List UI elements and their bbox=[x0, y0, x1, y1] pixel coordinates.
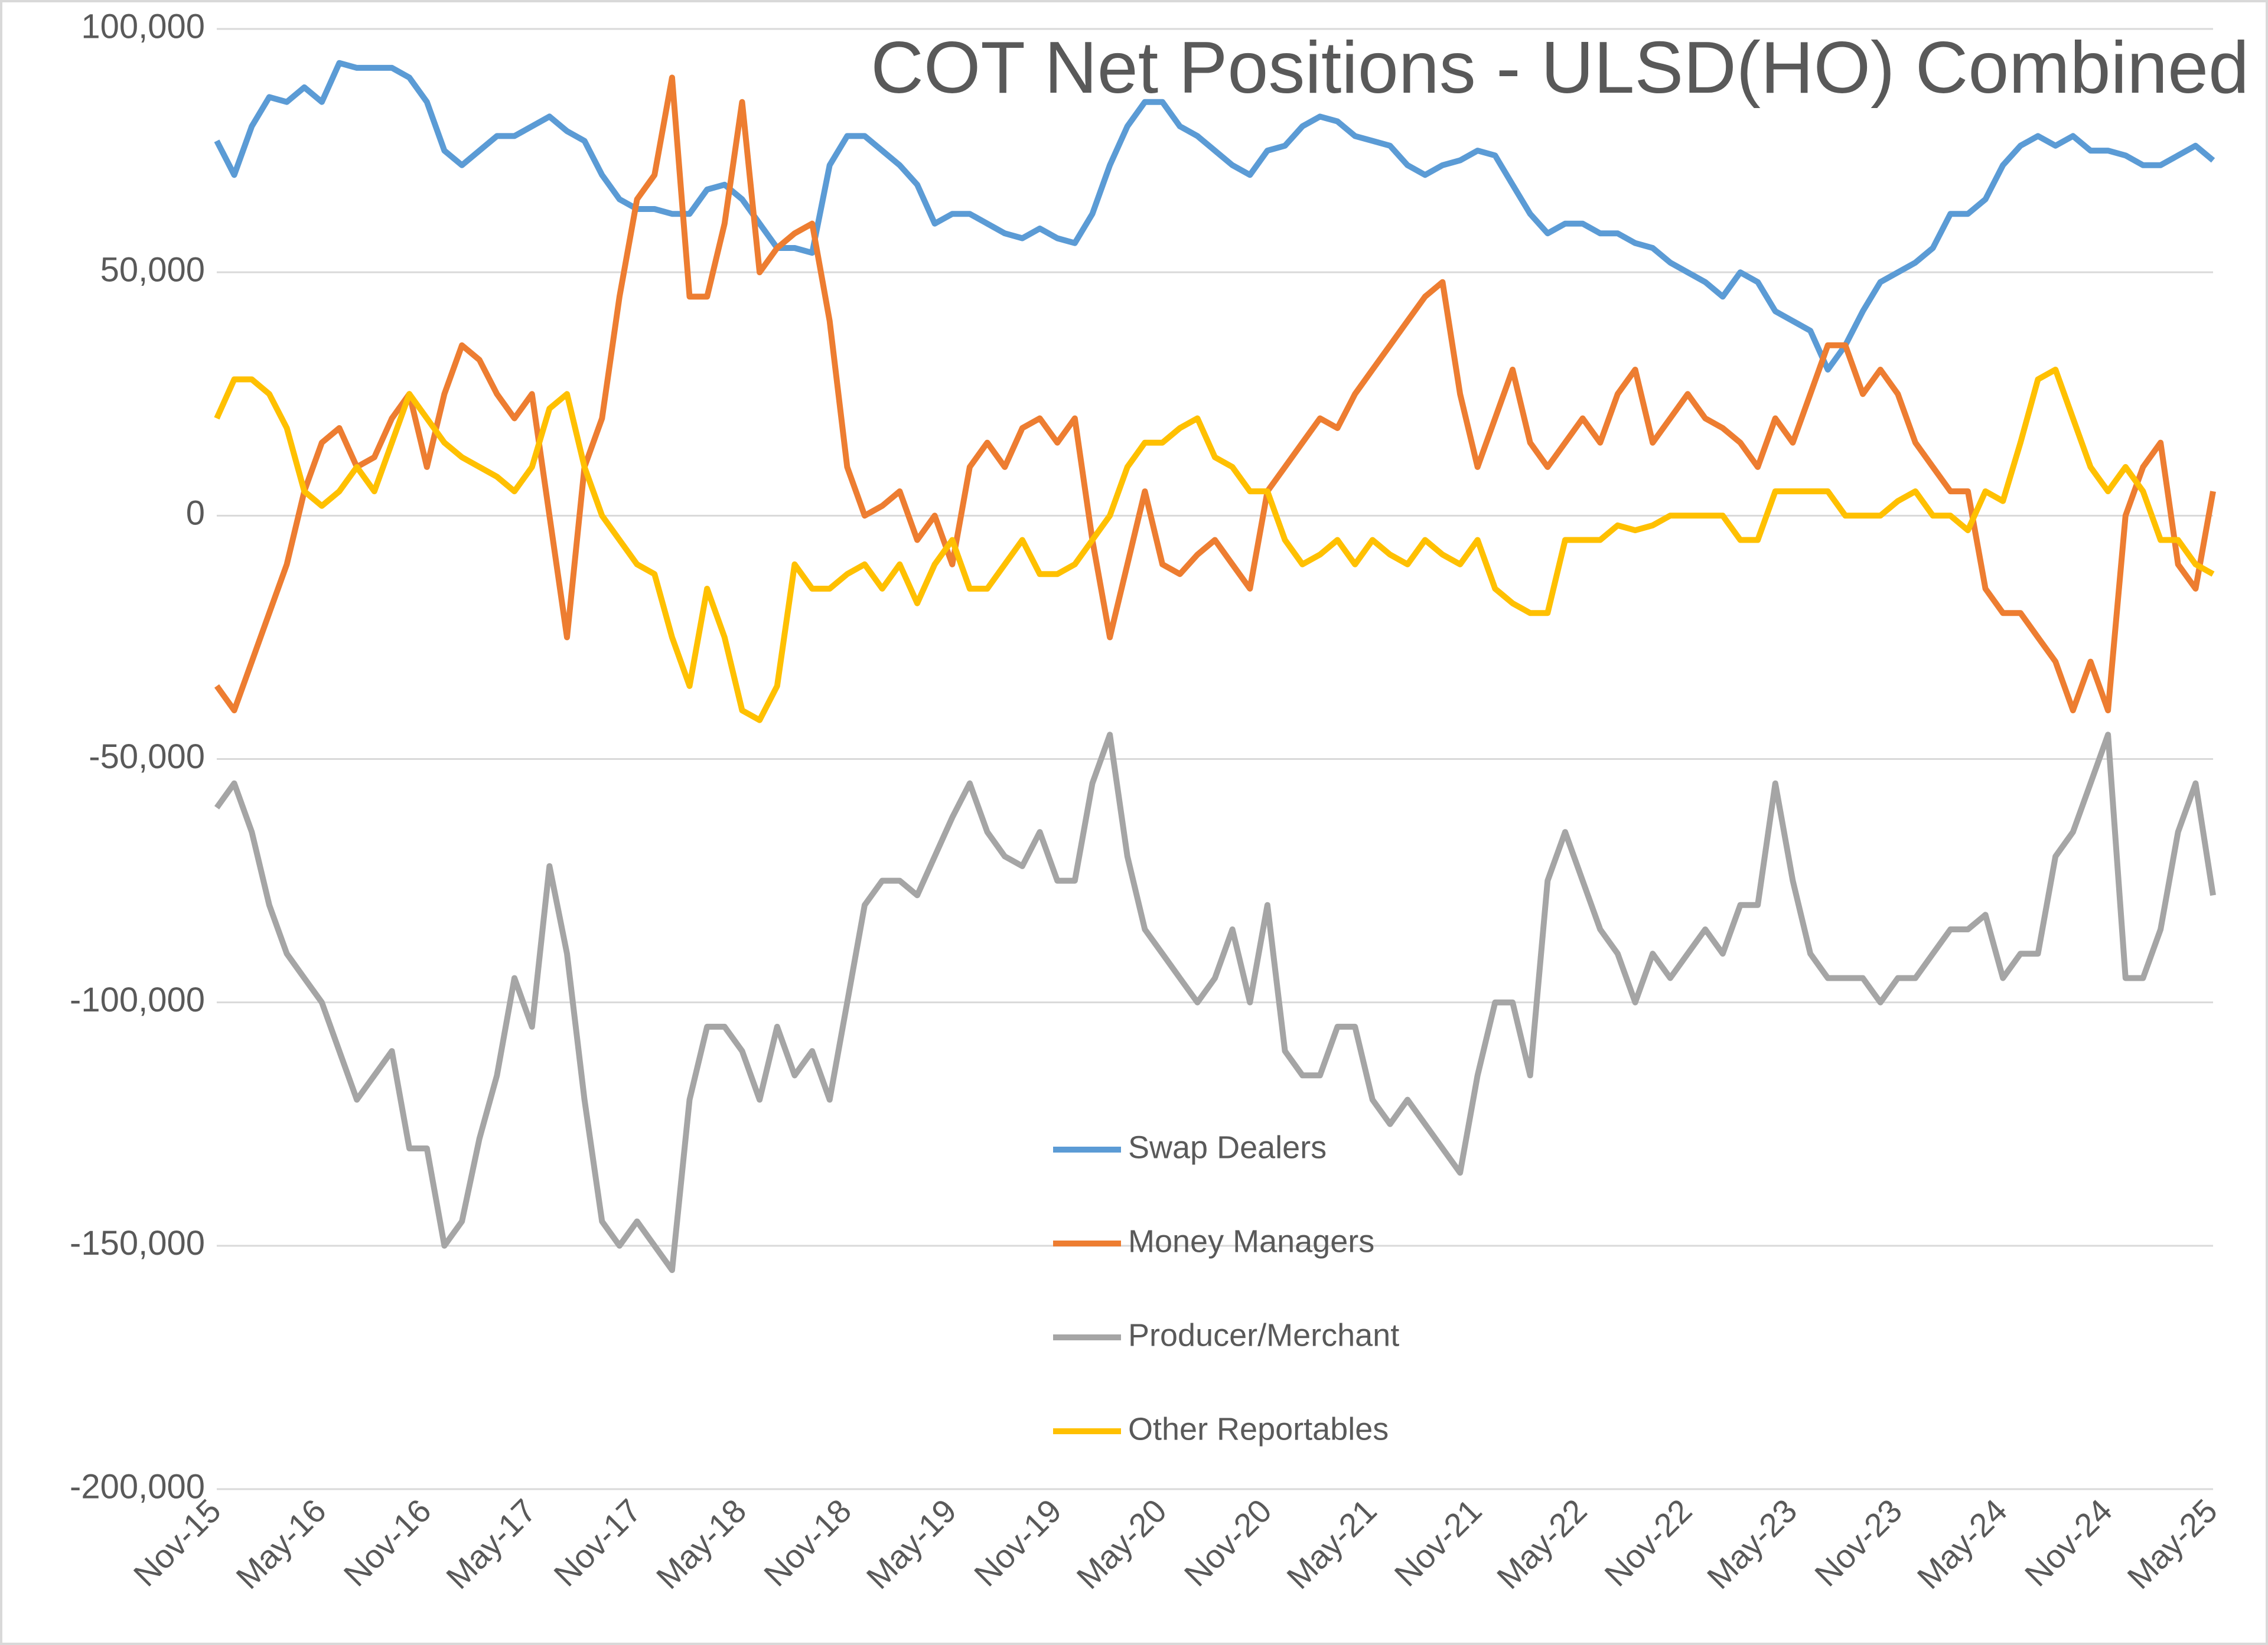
chart-title: COT Net Positions - ULSD(HO) Combined bbox=[871, 27, 2249, 109]
y-tick-label: -200,000 bbox=[70, 1467, 205, 1506]
legend-label: Producer/Merchant bbox=[1128, 1317, 1399, 1353]
legend-label: Other Reportables bbox=[1128, 1411, 1389, 1447]
y-tick-label: -50,000 bbox=[89, 737, 205, 776]
series-line bbox=[214, 74, 2216, 714]
legend-label: Swap Dealers bbox=[1128, 1130, 1327, 1165]
y-tick-label: -100,000 bbox=[70, 981, 205, 1019]
series-line bbox=[214, 60, 2215, 373]
legend-label: Money Managers bbox=[1128, 1223, 1374, 1259]
series-line bbox=[214, 367, 2215, 723]
y-tick-label: 100,000 bbox=[81, 7, 205, 45]
y-tick-label: 0 bbox=[186, 494, 205, 533]
y-tick-label: 50,000 bbox=[100, 250, 205, 289]
series-line bbox=[214, 732, 2216, 1274]
y-tick-label: -150,000 bbox=[70, 1224, 205, 1262]
